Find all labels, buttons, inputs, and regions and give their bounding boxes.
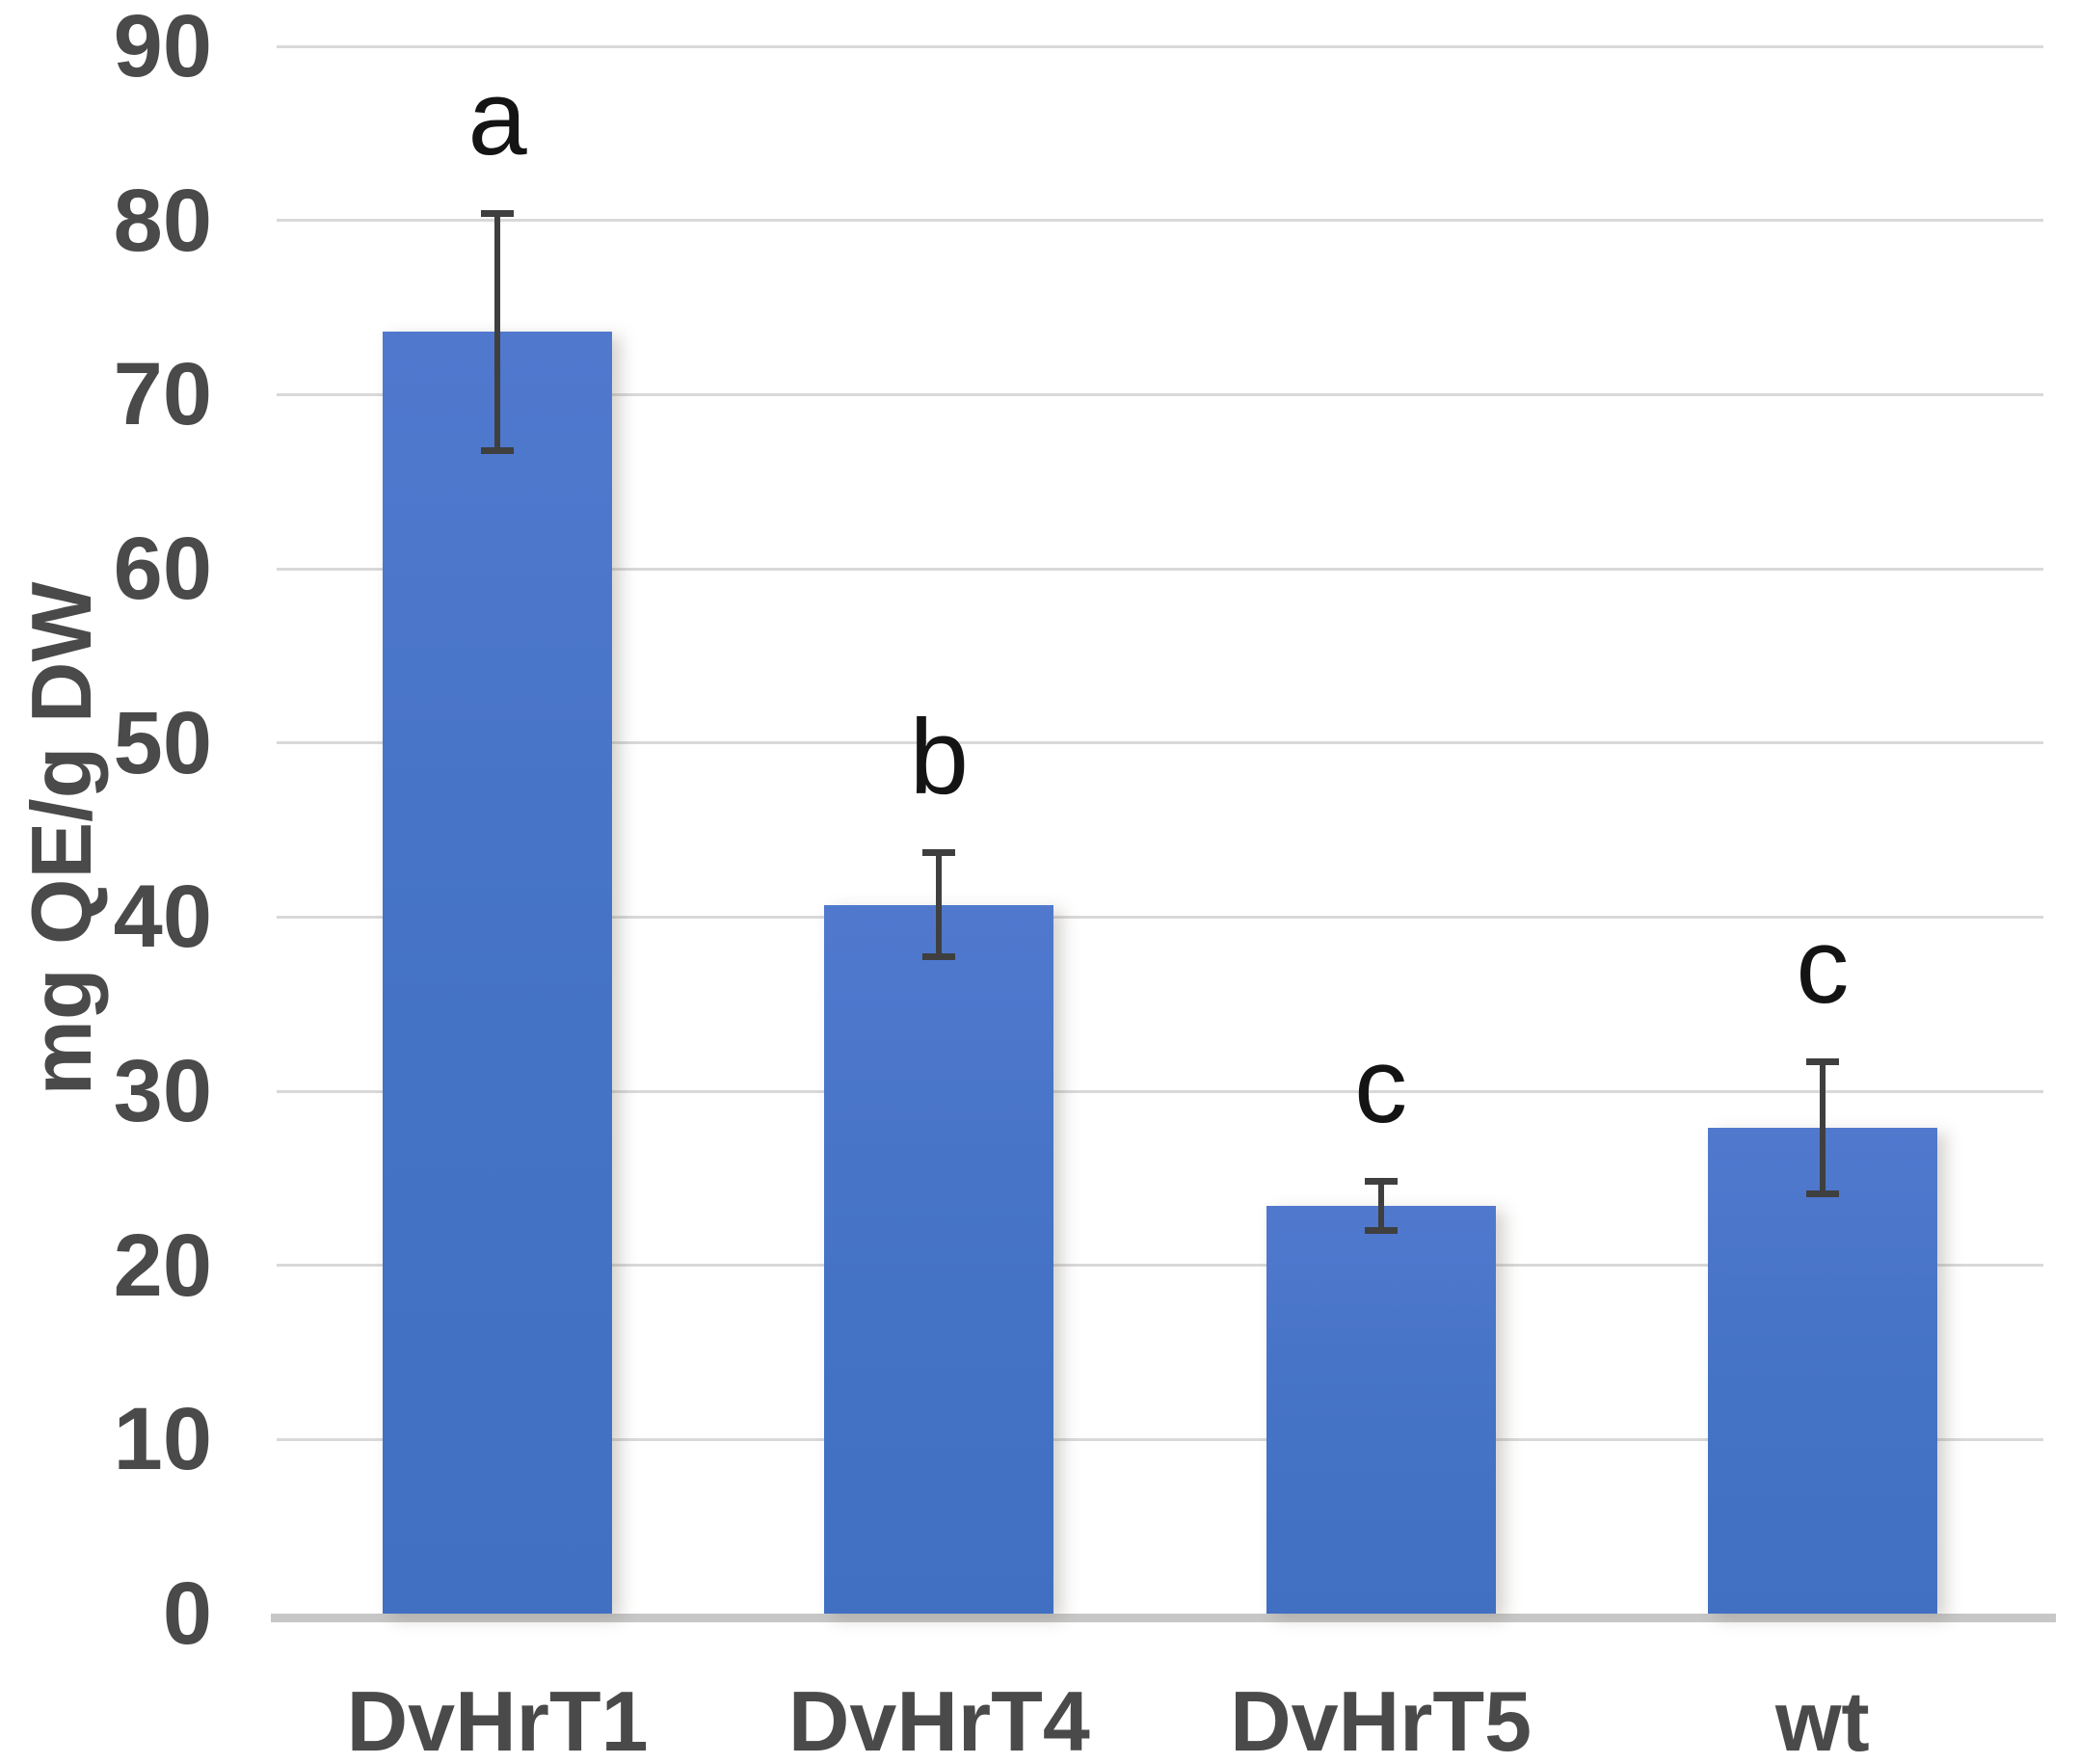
y-tick-label: 20	[113, 1216, 212, 1315]
y-tick-label: 0	[162, 1564, 212, 1663]
y-tick-label: 40	[113, 868, 212, 967]
gridline	[277, 392, 2043, 396]
y-tick-label: 10	[113, 1390, 212, 1489]
gridline	[277, 1264, 2043, 1268]
error-bar-line	[494, 209, 501, 454]
x-category-label: DvHrT4	[787, 1673, 1090, 1764]
significance-letter: a	[467, 58, 527, 177]
bar	[383, 332, 613, 1614]
error-bar-line	[1819, 1057, 1826, 1198]
error-bar-line	[936, 848, 943, 961]
bar	[1266, 1206, 1496, 1614]
bar	[824, 904, 1054, 1614]
x-category-label: wt	[1774, 1673, 1870, 1764]
error-bar-line	[1377, 1178, 1384, 1235]
significance-letter: c	[1796, 906, 1850, 1026]
error-bar-cap-top	[922, 848, 956, 856]
x-axis-line	[271, 1614, 2056, 1622]
error-bar	[1364, 1178, 1398, 1235]
error-bar	[481, 209, 515, 454]
y-tick-label: 60	[113, 520, 212, 618]
significance-letter: c	[1354, 1027, 1408, 1146]
y-tick-label: 30	[113, 1042, 212, 1140]
error-bar	[1805, 1057, 1839, 1198]
y-tick-label: 50	[113, 693, 212, 792]
gridline	[277, 915, 2043, 919]
error-bar	[922, 848, 956, 961]
significance-letter: b	[909, 697, 969, 816]
error-bar-cap-bottom	[1364, 1227, 1398, 1235]
error-bar-cap-bottom	[481, 446, 515, 454]
gridline	[277, 1089, 2043, 1093]
y-tick-label: 70	[113, 345, 212, 444]
gridline	[277, 1437, 2043, 1441]
error-bar-cap-bottom	[922, 953, 956, 961]
y-tick-label: 80	[113, 171, 212, 270]
gridline	[277, 44, 2043, 48]
gridline	[277, 741, 2043, 745]
error-bar-cap-bottom	[1805, 1190, 1839, 1198]
bar	[1707, 1127, 1937, 1614]
plot-area: 0 10 20 30 40 50 60 70 80 90 a DvHrT1 b DvHrT4 c DvHrT5…	[114, 0, 2056, 1764]
y-tick-label: 90	[113, 0, 212, 95]
y-axis-title: mg QE/g DW	[13, 581, 109, 1096]
gridline	[277, 567, 2043, 571]
x-category-label: DvHrT5	[1230, 1673, 1533, 1764]
gridline	[277, 219, 2043, 223]
error-bar-cap-top	[1805, 1057, 1839, 1065]
error-bar-cap-top	[1364, 1178, 1398, 1186]
error-bar-cap-top	[481, 209, 515, 217]
x-category-label: DvHrT1	[346, 1673, 649, 1764]
